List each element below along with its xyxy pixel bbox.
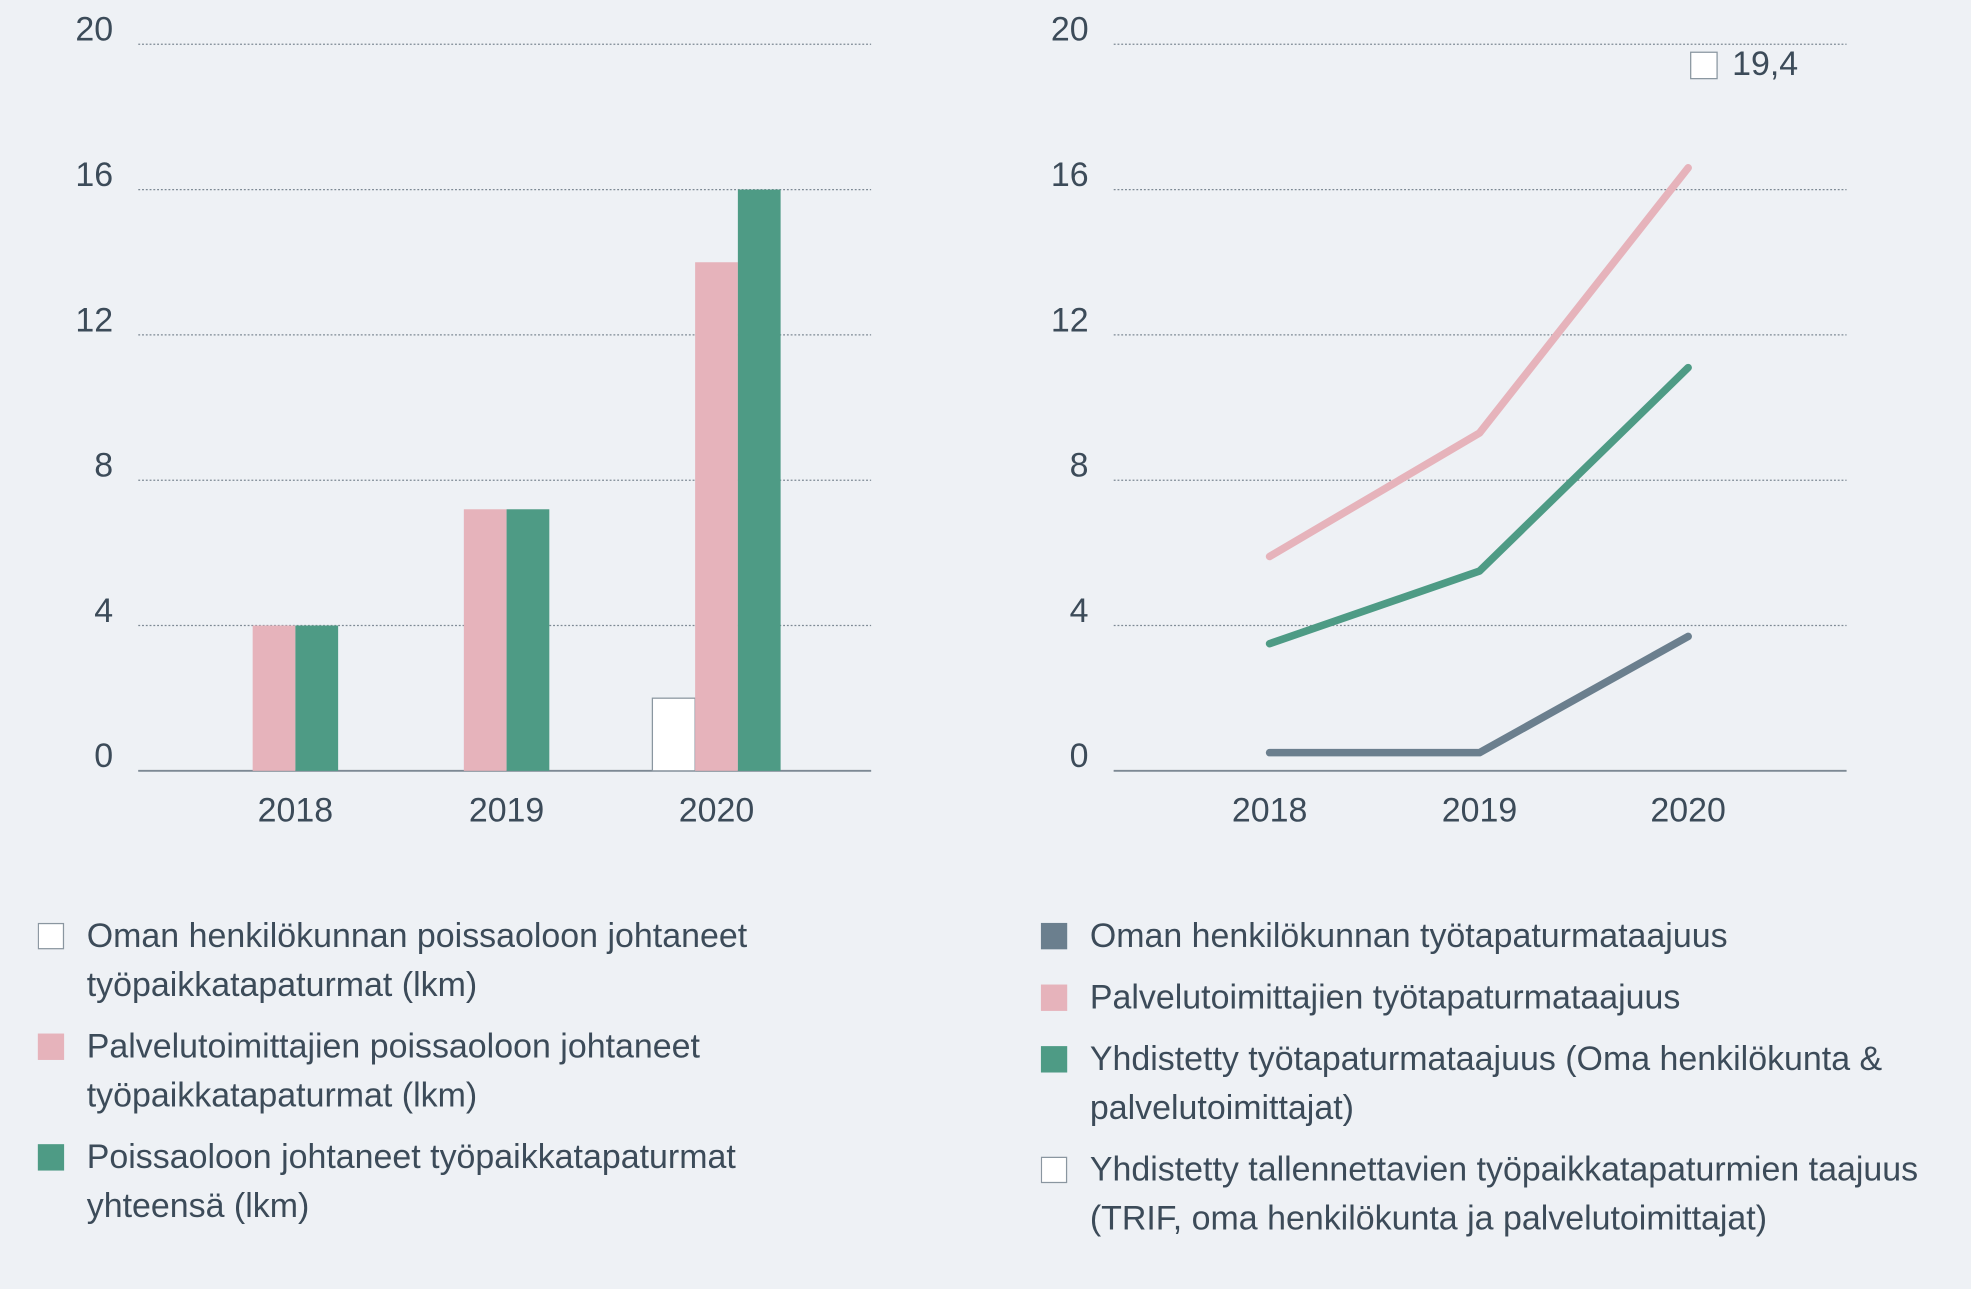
legend-label: Palvelutoimittajien poissaoloon johtanee…: [86, 1027, 700, 1114]
bar: [737, 189, 781, 771]
x-tick-label: 2020: [679, 791, 754, 829]
bar: [695, 262, 738, 771]
marker: [1690, 51, 1718, 80]
legend-label: Palvelutoimittajien työtapaturmataajuus: [1089, 978, 1681, 1016]
legend-item: Yhdistetty työtapaturmataajuus (Oma henk…: [1040, 1035, 1965, 1133]
x-tick-label: 2019: [1442, 791, 1517, 829]
bar: [295, 625, 339, 771]
legend-label: Yhdistetty tallennettavien työpaikkatapa…: [1089, 1150, 1919, 1238]
bar: [463, 509, 507, 771]
y-tick-label: 16: [1051, 156, 1089, 194]
y-tick-label: 0: [1070, 737, 1089, 775]
y-tick-label: 12: [1051, 301, 1089, 339]
y-tick-label: 16: [75, 156, 113, 194]
legend-label: Oman henkilökunnan työtapaturmataajuus: [1089, 916, 1728, 955]
x-tick-label: 2018: [1232, 791, 1307, 829]
y-tick-label: 4: [94, 592, 113, 630]
data-label: 19,4: [1732, 45, 1798, 83]
legend-label: Oman henkilökunnan poissaoloon johtaneet…: [86, 916, 748, 1004]
legend-item: Palvelutoimittajien työtapaturmataajuus: [1040, 973, 1965, 1022]
legend-swatch: [1040, 1046, 1068, 1073]
legend-label: Poissaoloon johtaneet työpaikkatapaturma…: [86, 1137, 736, 1225]
legend-box: Oman henkilökunnan poissaoloon johtaneet…: [37, 912, 918, 1231]
bar: [651, 697, 696, 772]
line: [1265, 363, 1692, 648]
y-tick-label: 12: [75, 301, 113, 339]
legend-label: Yhdistetty työtapaturmataajuus (Oma henk…: [1089, 1039, 1883, 1127]
line: [1265, 164, 1692, 561]
legend-item: Oman henkilökunnan työtapaturmataajuus: [1040, 912, 1965, 961]
bar: [506, 509, 550, 771]
y-tick-label: 4: [1070, 592, 1089, 630]
legend-item: Yhdistetty tallennettavien työpaikkatapa…: [1040, 1145, 1965, 1243]
legend-swatch: [1040, 1156, 1068, 1184]
y-tick-label: 8: [94, 447, 113, 485]
legend-swatch: [37, 1033, 65, 1060]
y-tick-label: 0: [94, 737, 113, 775]
line: [1265, 632, 1692, 757]
legend-box: Oman henkilökunnan työtapaturmataajuus Pa…: [1040, 912, 1965, 1244]
legend-swatch: [1040, 984, 1068, 1011]
x-tick-label: 2019: [469, 791, 544, 829]
bar: [252, 625, 296, 771]
legend-item: Oman henkilökunnan poissaoloon johtaneet…: [37, 912, 918, 1010]
y-tick-label: 20: [1051, 11, 1089, 49]
x-tick-label: 2018: [258, 791, 333, 829]
legend-swatch: [37, 1144, 65, 1171]
legend-item: Palvelutoimittajien poissaoloon johtanee…: [37, 1022, 918, 1120]
y-tick-label: 20: [75, 11, 113, 49]
legend-swatch: [1040, 922, 1068, 950]
legend-item: Poissaoloon johtaneet työpaikkatapaturma…: [37, 1133, 918, 1231]
legend: Oman henkilökunnan työtapaturmataajuus Pa…: [1040, 912, 1965, 1244]
legend-swatch: [37, 922, 65, 950]
y-tick-label: 8: [1070, 447, 1089, 485]
legend: Oman henkilökunnan poissaoloon johtaneet…: [37, 912, 918, 1231]
x-tick-label: 2020: [1650, 791, 1725, 829]
